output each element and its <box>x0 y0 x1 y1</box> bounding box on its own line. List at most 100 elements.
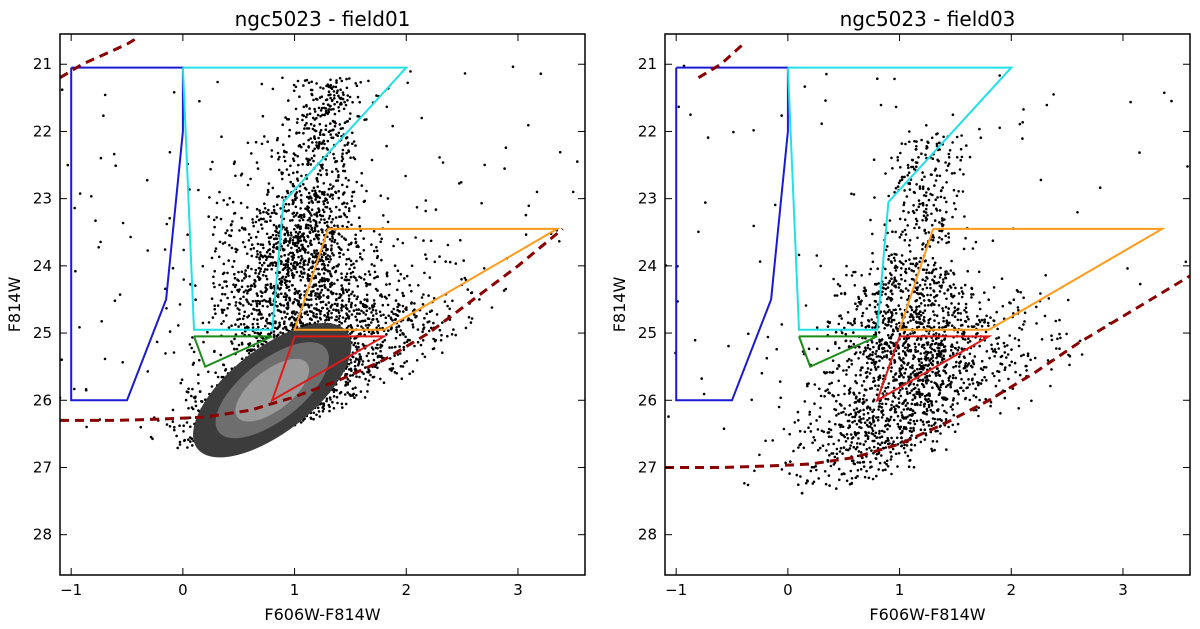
star-point <box>227 259 230 262</box>
star-point <box>945 297 948 301</box>
star-point <box>306 245 310 248</box>
star-point <box>281 143 285 146</box>
star-point <box>173 425 176 429</box>
star-point <box>316 185 320 188</box>
star-point <box>330 187 334 190</box>
star-point <box>894 186 898 190</box>
star-point <box>312 283 316 287</box>
star-point <box>1003 368 1007 372</box>
star-point <box>349 374 352 377</box>
star-point <box>431 347 435 351</box>
star-point <box>296 250 299 253</box>
star-point <box>285 328 289 332</box>
star-point <box>255 215 259 218</box>
star-point <box>375 94 378 97</box>
star-point <box>228 303 231 306</box>
star-point <box>257 308 261 312</box>
star-point <box>373 365 377 369</box>
star-point <box>411 323 415 326</box>
star-point <box>331 197 335 200</box>
star-point <box>283 150 286 154</box>
star-point <box>255 250 259 253</box>
star-point <box>397 325 401 328</box>
star-point <box>301 275 305 279</box>
star-point <box>318 284 322 288</box>
star-point <box>818 415 821 419</box>
star-point <box>807 347 811 351</box>
star-point <box>314 191 318 195</box>
star-point <box>927 403 931 407</box>
star-point <box>888 219 892 222</box>
star-point <box>327 85 331 89</box>
star-point <box>270 155 274 158</box>
star-point <box>325 220 329 224</box>
star-point <box>305 323 309 326</box>
star-point <box>268 242 272 246</box>
star-point <box>397 279 401 283</box>
star-point <box>336 242 339 245</box>
star-point <box>886 423 890 426</box>
star-point <box>276 327 279 331</box>
star-point <box>356 312 359 315</box>
star-point <box>311 116 315 120</box>
star-point <box>358 225 362 228</box>
star-point <box>297 131 301 135</box>
star-point <box>390 326 393 330</box>
star-point <box>371 308 375 312</box>
star-point <box>386 303 390 307</box>
star-point <box>919 370 923 374</box>
star-point <box>313 137 317 141</box>
star-point <box>815 419 818 422</box>
star-point <box>244 269 247 272</box>
star-point <box>352 262 355 266</box>
star-point <box>355 180 359 184</box>
star-point <box>297 301 301 305</box>
star-point <box>884 424 887 428</box>
star-point <box>899 394 903 398</box>
star-point <box>307 81 311 85</box>
star-point <box>938 276 942 279</box>
star-point <box>241 331 244 335</box>
star-point <box>358 320 362 324</box>
star-point <box>340 309 343 312</box>
star-point <box>935 174 939 177</box>
star-point <box>270 267 274 271</box>
star-point <box>344 103 348 107</box>
star-point <box>187 438 190 442</box>
star-point <box>815 347 819 351</box>
star-point <box>862 352 865 356</box>
star-point <box>313 307 316 310</box>
star-point <box>918 367 922 371</box>
star-point <box>752 224 755 228</box>
star-point <box>260 254 264 258</box>
star-point <box>343 393 347 396</box>
star-point <box>1055 347 1058 350</box>
star-point <box>940 217 944 220</box>
star-point <box>231 265 234 269</box>
star-point <box>376 331 380 335</box>
star-point <box>345 225 349 229</box>
star-point <box>275 195 279 199</box>
star-point <box>838 450 842 453</box>
star-point <box>258 310 262 314</box>
star-point <box>221 311 224 315</box>
star-point <box>366 390 369 393</box>
star-point <box>835 414 838 417</box>
star-point <box>262 246 265 250</box>
star-point <box>959 158 962 162</box>
star-point <box>360 325 363 328</box>
star-point <box>165 307 168 310</box>
star-point <box>989 404 992 408</box>
star-point <box>272 205 276 208</box>
star-point <box>265 250 269 254</box>
star-point <box>306 207 310 210</box>
star-point <box>314 284 318 287</box>
star-point <box>309 220 312 223</box>
star-point <box>284 326 288 329</box>
star-point <box>963 215 966 218</box>
star-point <box>360 309 363 313</box>
star-point <box>970 293 973 296</box>
star-point <box>314 315 318 319</box>
star-point <box>682 64 686 68</box>
star-point <box>835 399 838 403</box>
